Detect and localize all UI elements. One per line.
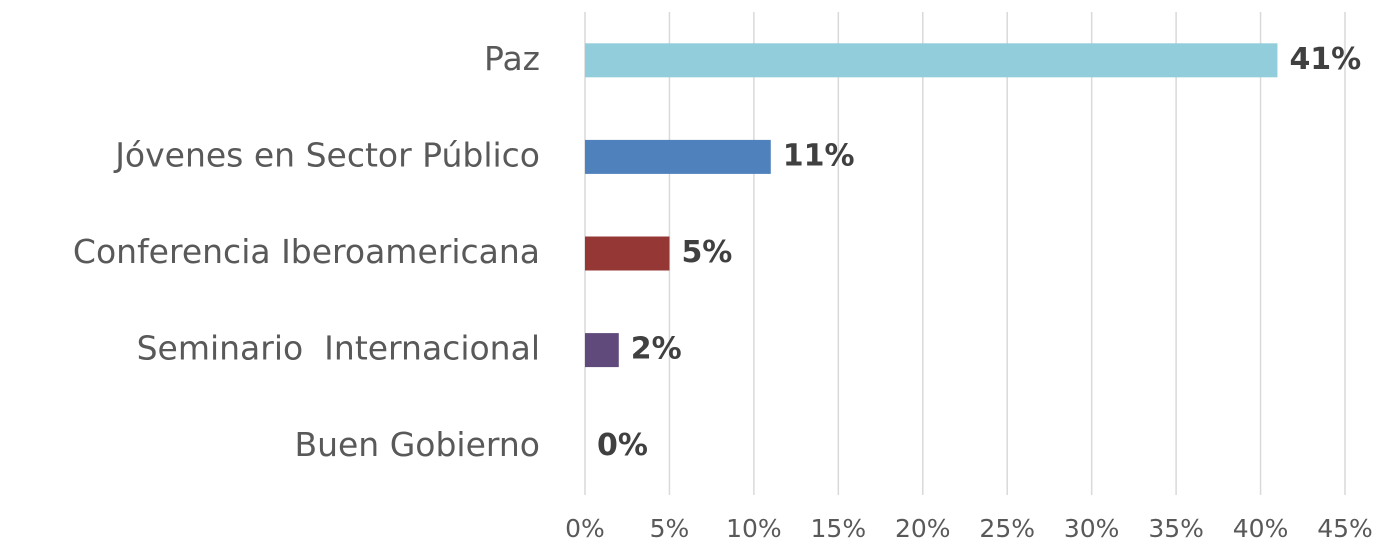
x-tick-label: 15%	[811, 514, 867, 543]
bar	[585, 236, 670, 271]
x-tick-label: 20%	[895, 514, 951, 543]
x-tick-label: 45%	[1317, 514, 1373, 543]
category-label: Conferencia Iberoamericana	[73, 232, 540, 271]
category-label: Jóvenes en Sector Público	[113, 135, 540, 174]
bar	[585, 43, 1278, 78]
x-tick-label: 10%	[726, 514, 782, 543]
category-label: Seminario Internacional	[137, 329, 540, 368]
x-tick-label: 30%	[1064, 514, 1120, 543]
value-label: 11%	[783, 138, 855, 173]
category-label: Paz	[484, 39, 540, 78]
x-tick-label: 5%	[650, 514, 690, 543]
x-tick-label: 0%	[565, 514, 605, 543]
value-label: 5%	[681, 235, 732, 270]
x-tick-label: 40%	[1233, 514, 1289, 543]
value-label: 2%	[631, 332, 682, 367]
x-tick-label: 35%	[1148, 514, 1204, 543]
category-label: Buen Gobierno	[294, 425, 540, 464]
x-tick-label: 25%	[979, 514, 1035, 543]
value-label: 41%	[1289, 42, 1361, 77]
value-label: 0%	[597, 428, 648, 463]
bar	[585, 139, 771, 174]
bar	[585, 333, 619, 368]
